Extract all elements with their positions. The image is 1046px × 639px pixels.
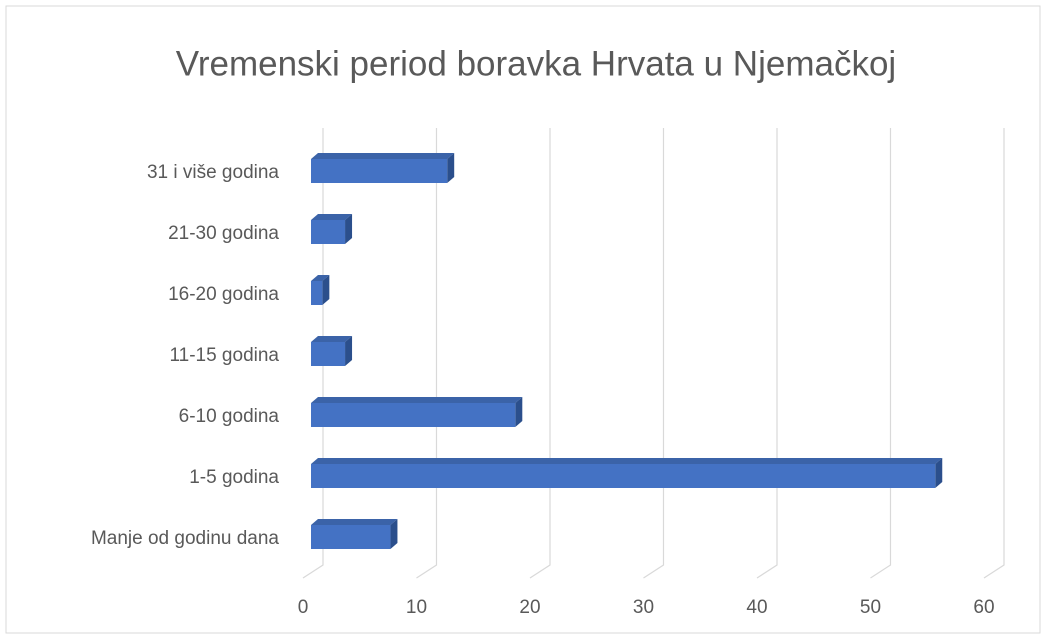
x-tick-label: 40 [746, 597, 767, 618]
y-tick-label: 6-10 godina [179, 406, 280, 427]
bar-side [390, 519, 398, 549]
grid-line [302, 128, 324, 579]
bar-side [322, 275, 330, 305]
grid-line [756, 128, 778, 579]
bar-side [345, 214, 353, 244]
grid-line [643, 128, 665, 579]
bar [311, 403, 516, 427]
chart-title: Vremenski period boravka Hrvata u Njemač… [176, 44, 896, 83]
bar-side [345, 336, 353, 366]
x-tick-label: 0 [298, 597, 309, 618]
bar [311, 281, 323, 305]
grid-line [529, 128, 551, 579]
x-tick-label: 60 [973, 597, 994, 618]
bar [311, 525, 391, 549]
y-tick-label: 11-15 godina [169, 345, 279, 366]
bar-side [447, 153, 455, 183]
bar-top [311, 275, 330, 281]
y-tick-label: 16-20 godina [168, 284, 279, 305]
bar-side [515, 397, 523, 427]
bar [311, 159, 448, 183]
grid-line [416, 128, 438, 579]
bar-side [935, 458, 943, 488]
bar [311, 342, 346, 366]
x-tick-label: 10 [406, 597, 427, 618]
bar-top [311, 336, 353, 342]
x-tick-label: 30 [633, 597, 654, 618]
bar [311, 220, 346, 244]
bar-top [311, 214, 353, 220]
x-tick-label: 20 [519, 597, 540, 618]
x-tick-label: 50 [860, 597, 881, 618]
grid-line [983, 128, 1005, 579]
y-tick-label: 1-5 godina [189, 467, 279, 488]
bar-top [311, 153, 455, 159]
grid-line [870, 128, 892, 579]
y-tick-label: 21-30 godina [168, 223, 279, 244]
bar-top [311, 397, 523, 403]
chart-border [5, 5, 1041, 634]
y-tick-label: 31 i više godina [147, 162, 279, 183]
bar [311, 464, 936, 488]
bar-top [311, 519, 398, 525]
bar-top [311, 458, 943, 464]
y-tick-label: Manje od godinu dana [91, 528, 279, 549]
